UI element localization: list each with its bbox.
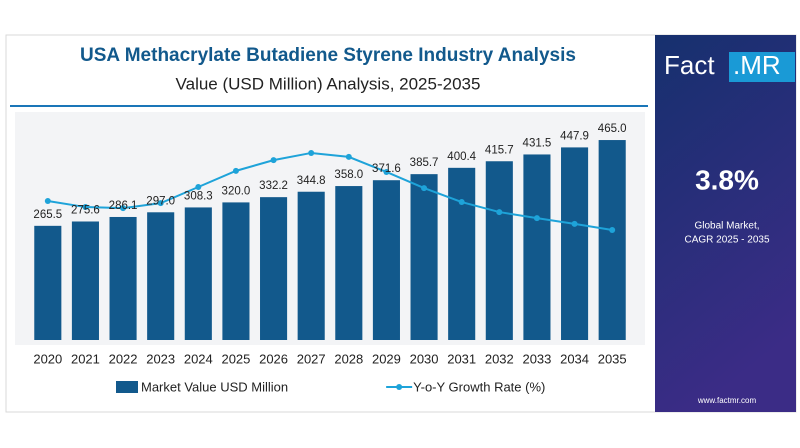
data-label: 447.9 bbox=[560, 130, 589, 142]
legend-swatch bbox=[396, 384, 403, 390]
x-tick-label: 2034 bbox=[560, 351, 589, 366]
logo-text: .MR bbox=[733, 50, 781, 80]
x-tick-label: 2022 bbox=[109, 351, 138, 366]
sidebar bbox=[655, 35, 796, 412]
data-label: 286.1 bbox=[109, 200, 138, 212]
x-tick-label: 2030 bbox=[410, 351, 439, 366]
chart-title: USA Methacrylate Butadiene Styrene Indus… bbox=[80, 45, 576, 66]
line-point bbox=[157, 200, 164, 207]
line-point bbox=[496, 209, 503, 216]
bar bbox=[561, 147, 589, 340]
bar bbox=[523, 154, 551, 340]
x-tick-label: 2023 bbox=[146, 351, 175, 366]
x-tick-label: 2024 bbox=[184, 351, 213, 366]
line-point bbox=[120, 205, 127, 212]
bar bbox=[297, 191, 325, 340]
bar bbox=[184, 207, 212, 340]
bar bbox=[335, 186, 363, 340]
data-label: 344.8 bbox=[297, 175, 326, 187]
bar bbox=[71, 221, 99, 340]
data-label: 371.6 bbox=[372, 163, 401, 175]
x-tick-label: 2033 bbox=[522, 351, 551, 366]
cagr-label: CAGR 2025 - 2035 bbox=[684, 235, 769, 246]
line-point bbox=[232, 167, 239, 174]
data-label: 320.0 bbox=[222, 185, 251, 197]
line-point bbox=[533, 215, 540, 222]
bar bbox=[485, 161, 513, 340]
data-label: 431.5 bbox=[523, 137, 552, 149]
data-label: 465.0 bbox=[598, 123, 627, 135]
x-tick-label: 2028 bbox=[334, 351, 363, 366]
x-tick-label: 2031 bbox=[447, 351, 476, 366]
x-tick-label: 2025 bbox=[221, 351, 250, 366]
x-tick-label: 2029 bbox=[372, 351, 401, 366]
logo-text: Fact bbox=[664, 50, 715, 80]
line-point bbox=[609, 226, 616, 233]
line-point bbox=[308, 149, 315, 156]
x-tick-label: 2027 bbox=[297, 351, 326, 366]
line-point bbox=[195, 183, 202, 190]
x-tick-label: 2026 bbox=[259, 351, 288, 366]
logo-box bbox=[729, 52, 795, 82]
data-label: 385.7 bbox=[410, 157, 439, 169]
data-label: 297.0 bbox=[146, 195, 175, 207]
bar bbox=[222, 202, 250, 340]
line-point bbox=[44, 197, 51, 204]
line-point bbox=[458, 199, 465, 206]
bar bbox=[147, 212, 175, 340]
x-tick-label: 2032 bbox=[485, 351, 514, 366]
data-label: 332.2 bbox=[259, 180, 288, 192]
bar bbox=[372, 180, 400, 340]
legend-swatch bbox=[116, 381, 138, 393]
data-label: 308.3 bbox=[184, 190, 213, 202]
bar bbox=[410, 174, 438, 340]
data-label: 358.0 bbox=[334, 169, 363, 181]
website: www.factmr.com bbox=[697, 396, 757, 405]
bar bbox=[448, 167, 476, 340]
data-label: 265.5 bbox=[33, 209, 62, 221]
x-tick-label: 2035 bbox=[598, 351, 627, 366]
bar bbox=[598, 140, 626, 340]
bar bbox=[109, 216, 137, 340]
line-point bbox=[421, 185, 428, 192]
data-label: 400.4 bbox=[447, 151, 476, 163]
line-point bbox=[270, 157, 277, 164]
line-point bbox=[571, 220, 578, 227]
x-tick-label: 2021 bbox=[71, 351, 100, 366]
line-point bbox=[345, 153, 352, 160]
bar bbox=[260, 197, 288, 340]
x-tick-label: 2020 bbox=[33, 351, 62, 366]
legend-label: Market Value USD Million bbox=[141, 379, 288, 394]
line-point bbox=[82, 204, 89, 211]
line bbox=[47, 151, 613, 231]
line-point bbox=[383, 168, 390, 175]
data-label: 275.6 bbox=[71, 205, 100, 217]
cagr-label: Global Market, bbox=[694, 221, 759, 232]
bar bbox=[34, 225, 62, 340]
cagr-value: 3.8% bbox=[695, 164, 759, 195]
chart-subtitle: Value (USD Million) Analysis, 2025-2035 bbox=[176, 74, 481, 93]
data-label: 415.7 bbox=[485, 144, 514, 156]
legend-label: Y-o-Y Growth Rate (%) bbox=[413, 379, 545, 394]
